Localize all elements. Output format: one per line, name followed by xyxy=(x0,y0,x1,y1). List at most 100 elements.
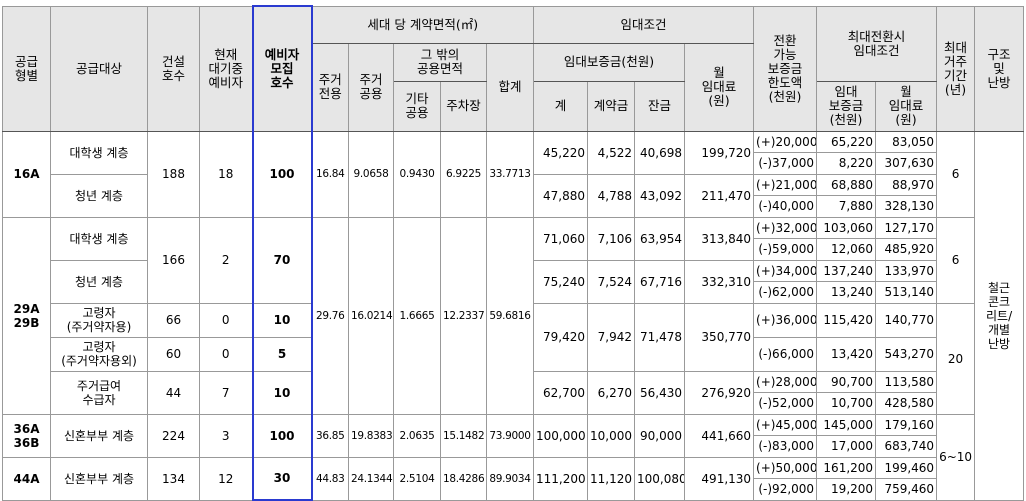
table-cell: 513,140 xyxy=(875,281,938,304)
table-cell: 79,420 xyxy=(533,302,589,372)
table-cell: (-)52,000 xyxy=(753,392,818,415)
table-cell: 20 xyxy=(936,302,976,415)
table-cell: 88,970 xyxy=(875,173,938,196)
table-cell: 441,660 xyxy=(684,413,755,458)
header-cell: 예비자 모집 호수 xyxy=(251,5,313,132)
table-cell: 137,240 xyxy=(816,259,877,282)
table-cell: 3 xyxy=(199,413,253,458)
table-cell: 12 xyxy=(199,456,253,501)
table-cell: 19.8383 xyxy=(348,413,394,458)
table-row: 36A 36B 신혼부부 계층 224 3 100 36.85 19.8383 2.0635 1… xyxy=(2,413,1024,501)
table-cell: 543,270 xyxy=(875,336,938,372)
table-cell: 111,200 xyxy=(533,456,589,501)
table-cell: 70 xyxy=(251,216,313,304)
table-cell: 66 xyxy=(147,302,200,338)
table-cell: 65,220 xyxy=(816,130,877,153)
table-cell: 188 xyxy=(147,130,200,218)
table-cell: 신혼부부 계층 xyxy=(50,456,148,501)
table-cell: 17,000 xyxy=(816,435,877,458)
table-cell: 179,160 xyxy=(875,413,938,436)
table-cell: 고령자 (주거약자용외) xyxy=(50,336,148,372)
table-cell: 24.1344 xyxy=(348,456,394,501)
table-cell: (+)28,000 xyxy=(753,370,818,393)
header-cell: 임대보증금(천원) xyxy=(533,42,686,82)
header-cell: 임대조건 xyxy=(533,5,755,44)
rental-table: 공급 형별 공급대상 건설 호수 현재 대기중 예비자 예비자 모집 호수 세대… xyxy=(2,5,1025,501)
table-cell: 44A xyxy=(2,456,51,501)
table-cell: 67,716 xyxy=(634,259,686,304)
table-cell: 44.83 xyxy=(311,456,349,501)
table-cell: 56,430 xyxy=(634,370,686,415)
table-cell: 16A xyxy=(2,130,51,218)
table-cell: 62,700 xyxy=(533,370,589,415)
header-cell: 잔금 xyxy=(634,80,686,132)
table-cell: 7 xyxy=(199,370,253,415)
table-cell: 15.1482 xyxy=(440,413,487,458)
table-cell: 10 xyxy=(251,302,313,338)
table-cell: 71,478 xyxy=(634,302,686,372)
table-cell: 350,770 xyxy=(684,302,755,372)
table-cell: 47,880 xyxy=(533,173,589,218)
table-cell: 166 xyxy=(147,216,200,304)
table-cell: 133,970 xyxy=(875,259,938,282)
table-cell: 332,310 xyxy=(684,259,755,304)
table-cell: (-)83,000 xyxy=(753,435,818,458)
table-cell: 100,080 xyxy=(634,456,686,501)
table-cell: 313,840 xyxy=(684,216,755,261)
table-cell: 18.4286 xyxy=(440,456,487,501)
table-cell: 16.84 xyxy=(311,130,349,218)
table-row: 청년 계층 47,880 4,788 43,092 211,470 (+)21,000 68… xyxy=(3,173,1024,218)
table-cell: 199,720 xyxy=(684,130,755,175)
table-row: (-)40,000 7,880 328,130 xyxy=(3,195,1024,218)
table-cell: 4,522 xyxy=(587,130,636,175)
header-cell: 공급대상 xyxy=(50,5,148,132)
table-cell: 7,880 xyxy=(816,195,877,218)
table-row: 29A 29B 대학생 계층 166 2 70 29.76 16.0214 1.6665 12.… xyxy=(2,216,1024,415)
table-cell: 청년 계층 xyxy=(50,259,148,304)
table-cell: (-)37,000 xyxy=(753,152,818,175)
table-cell: 10 xyxy=(251,370,313,415)
table-cell: 759,460 xyxy=(875,478,938,501)
table-cell: 276,920 xyxy=(684,370,755,415)
header-cell: 최대 거주 기간 (년) xyxy=(936,5,976,132)
table-cell: (+)34,000 xyxy=(753,259,818,282)
table-cell: 140,770 xyxy=(875,302,938,338)
table-cell: 90,700 xyxy=(816,370,877,393)
table-cell: 18 xyxy=(199,130,253,218)
header-cell: 기타 공용 xyxy=(393,80,441,132)
table-cell: (-)40,000 xyxy=(753,195,818,218)
table-cell: 161,200 xyxy=(816,456,877,479)
header-cell: 계 xyxy=(533,80,589,132)
header-cell: 그 밖의 공용면적 xyxy=(393,42,487,82)
table-cell: 6.9225 xyxy=(440,130,487,218)
table-cell: 45,220 xyxy=(533,130,589,175)
table-cell: 428,580 xyxy=(875,392,938,415)
header-cell: 구조 및 난방 xyxy=(974,5,1025,132)
table-cell: 211,470 xyxy=(684,173,755,218)
table-cell: 2 xyxy=(199,216,253,304)
table-row: (-)83,000 17,000 683,740 xyxy=(3,435,1024,458)
table-cell: 철근 콘크 리트/ 개별 난방 xyxy=(974,130,1025,501)
table-cell: (-)59,000 xyxy=(753,238,818,261)
table-header: 공급 형별 공급대상 건설 호수 현재 대기중 예비자 예비자 모집 호수 세대… xyxy=(2,5,1025,132)
table-cell: 29.76 xyxy=(311,216,349,415)
table-cell: 134 xyxy=(147,456,200,501)
header-cell: 계약금 xyxy=(587,80,636,132)
table-cell: 7,524 xyxy=(587,259,636,304)
header-cell: 주차장 xyxy=(440,80,487,132)
table-cell: (+)36,000 xyxy=(753,302,818,338)
table-cell: 33.7713 xyxy=(485,130,535,218)
header-cell: 월 임대료 (원) xyxy=(875,80,938,132)
header-cell: 월 임대료 (원) xyxy=(684,42,755,132)
table-cell: 224 xyxy=(147,413,200,458)
table-cell: 4,788 xyxy=(587,173,636,218)
table-cell: 13,240 xyxy=(816,281,877,304)
header-cell: 현재 대기중 예비자 xyxy=(199,5,253,132)
table-cell: 10,700 xyxy=(816,392,877,415)
table-cell: 6,270 xyxy=(587,370,636,415)
table-cell: 90,000 xyxy=(634,413,686,458)
table-cell: 6 xyxy=(936,216,976,304)
table-cell: 43,092 xyxy=(634,173,686,218)
table-cell: 대학생 계층 xyxy=(50,130,148,175)
